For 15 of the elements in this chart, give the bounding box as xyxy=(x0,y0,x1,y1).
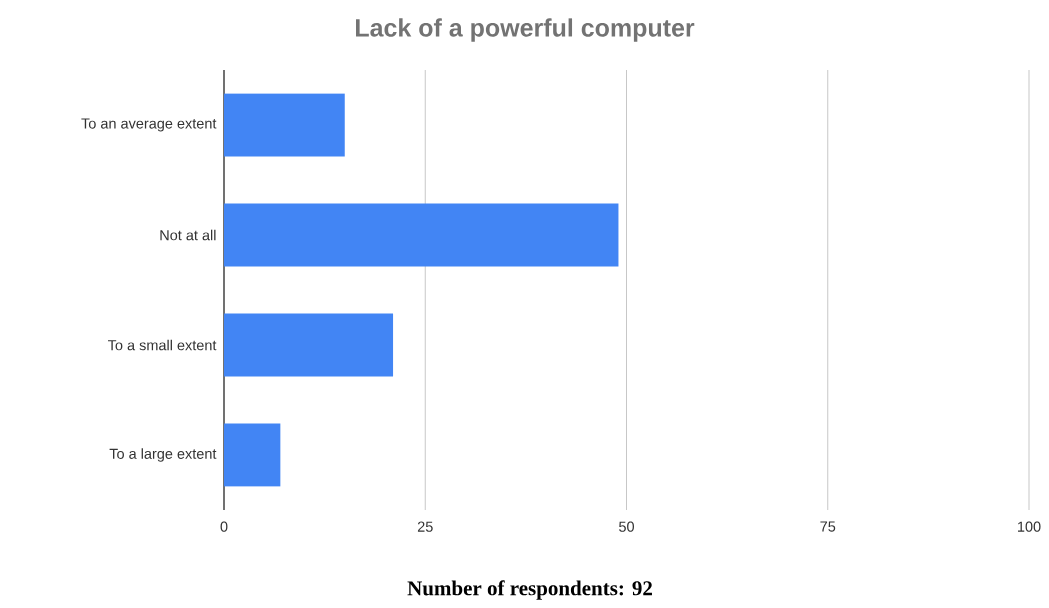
text: Number of respondents: 92 xyxy=(407,580,652,600)
bar xyxy=(224,313,394,377)
x-tick-label: 100 xyxy=(1018,521,1041,532)
y-tick-label: To a large extent xyxy=(109,448,217,462)
y-tick-label: Not at all xyxy=(160,229,216,241)
y-tick-label: To an average extent xyxy=(81,118,217,132)
y-tick-label: To a small extent xyxy=(108,339,217,351)
x-tick-label: 75 xyxy=(820,521,836,532)
chart-title: Lack of a powerful computer xyxy=(356,18,695,42)
x-tick-label: 0 xyxy=(220,521,228,532)
bar xyxy=(224,423,281,487)
x-tick-label: 25 xyxy=(417,521,433,532)
x-tick-label: 50 xyxy=(619,521,634,532)
bar xyxy=(224,93,345,157)
bar xyxy=(224,203,619,267)
